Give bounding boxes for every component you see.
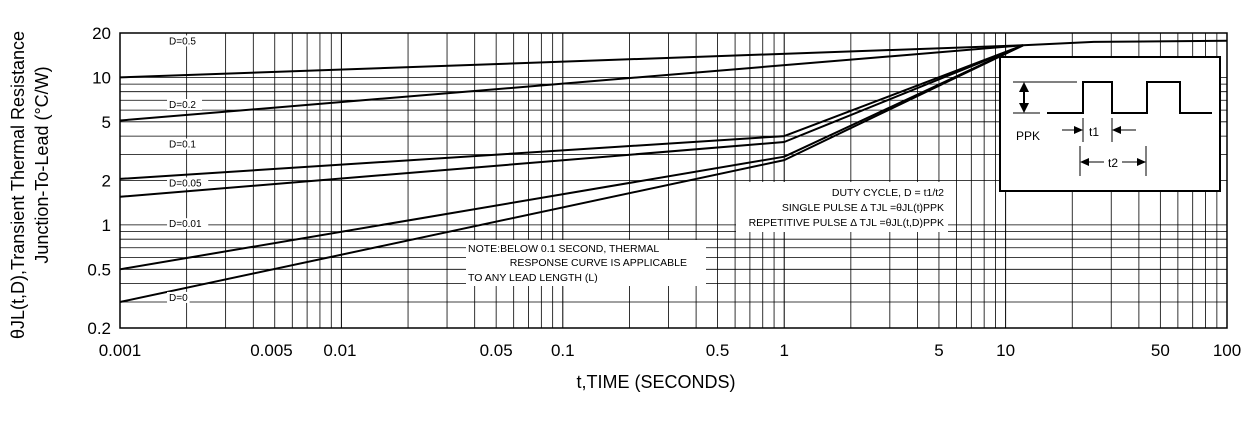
plot-frame: [119, 32, 1228, 329]
note-line-2: RESPONSE CURVE IS APPLICABLE: [510, 257, 687, 269]
x-axis-title: t,TIME (SECONDS): [576, 372, 735, 392]
series-line-d-0-1: [119, 44, 1024, 180]
series-label: D=0.5: [169, 36, 196, 47]
x-tick-label: 1: [779, 341, 788, 360]
series-line-d-0: [119, 39, 1228, 303]
series-label-bg: [167, 291, 190, 303]
y-tick-label: 2: [102, 172, 111, 191]
x-tick-label: 50: [1151, 341, 1170, 360]
series-line-d-0-05: [119, 44, 1024, 198]
series-label: D=0.2: [169, 100, 196, 111]
note-line-3: TO ANY LEAD LENGTH (L): [468, 272, 598, 284]
x-tick-label: 0.05: [480, 341, 513, 360]
up-arrow-icon: [1019, 82, 1029, 92]
x-tick-label: 0.005: [250, 341, 293, 360]
x-tick-label: 100: [1213, 341, 1241, 360]
duty-cycle-text: DUTY CYCLE, D = t1/t2: [832, 187, 944, 199]
chart-grid: [120, 33, 1227, 328]
y-tick-label: 10: [92, 68, 111, 87]
chart-series: D=0.5 D=0.2 D=0.1 D=0.05 D=0.01 D=0: [119, 35, 1228, 304]
pulse-waveform-inset: PPK t1 t2: [999, 56, 1221, 192]
t2-left-arrow-icon: [1080, 158, 1089, 166]
right-arrow-icon: [1074, 126, 1083, 134]
duty-cycle-legend: DUTY CYCLE, D = t1/t2 SINGLE PULSE Δ TJL…: [736, 182, 948, 232]
t2-right-arrow-icon: [1137, 158, 1146, 166]
left-arrow-icon: [1112, 126, 1121, 134]
y-axis-title-line-1: θJL(t,D),Transient Thermal Resistance: [8, 31, 28, 339]
series-line-d-0-2: [119, 44, 1024, 122]
y-tick-label: 0.5: [87, 260, 111, 279]
series-label-bg: [167, 177, 209, 189]
y-tick-label: 20: [92, 24, 111, 43]
inset-ppk-label: PPK: [1016, 129, 1040, 143]
series-line-d-0-01: [119, 44, 1024, 271]
series-label: D=0: [169, 293, 188, 304]
x-tick-label: 10: [996, 341, 1015, 360]
axis-ticks: 0.001 0.005 0.01 0.05 0.1 0.5 1 5 10 50 100 0.2 0.5 1…: [87, 24, 1241, 360]
single-pulse-text: SINGLE PULSE Δ TJL =θJL(t)PPK: [782, 202, 944, 214]
series-label: D=0.05: [169, 178, 202, 189]
y-tick-label: 0.2: [87, 319, 111, 338]
x-tick-label: 0.001: [99, 341, 142, 360]
note-line-1: NOTE:BELOW 0.1 SECOND, THERMAL: [468, 243, 659, 255]
series-label: D=0.1: [169, 140, 196, 151]
series-label-bg: [167, 218, 209, 230]
pulse-waveform: [1047, 81, 1212, 114]
x-tick-label: 0.5: [706, 341, 730, 360]
series-label-bg: [167, 35, 203, 47]
series-label-bg: [167, 138, 203, 150]
series-label: D=0.01: [169, 219, 202, 230]
y-tick-label: 5: [102, 113, 111, 132]
down-arrow-icon: [1019, 103, 1029, 113]
series-line-d-0-5: [119, 44, 1024, 79]
repetitive-pulse-text: REPETITIVE PULSE Δ TJL =θJL(t,D)PPK: [749, 217, 944, 229]
x-tick-label: 5: [934, 341, 943, 360]
x-tick-label: 0.01: [323, 341, 356, 360]
inset-t1-label: t1: [1089, 125, 1099, 139]
y-tick-label: 1: [102, 216, 111, 235]
y-axis-title-line-2: Junction-To-Lead (°C/W): [32, 66, 52, 263]
lead-length-note: NOTE:BELOW 0.1 SECOND, THERMAL RESPONSE …: [466, 240, 706, 286]
series-label-bg: [167, 98, 203, 110]
inset-t2-label: t2: [1108, 156, 1118, 170]
x-tick-label: 0.1: [551, 341, 575, 360]
